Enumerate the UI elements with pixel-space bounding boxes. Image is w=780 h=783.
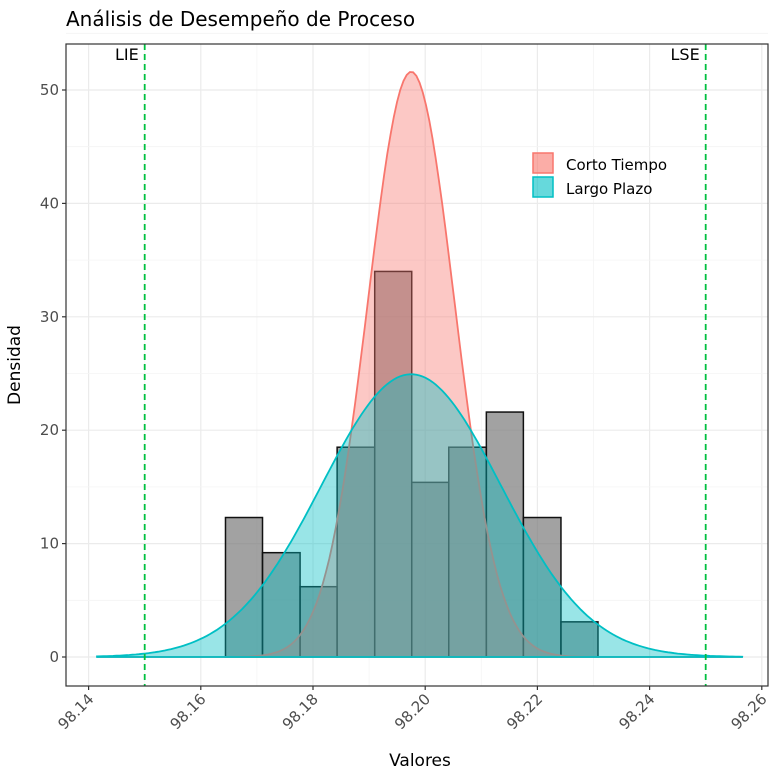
plot-border — [65, 43, 769, 687]
histogram-bar — [373, 270, 413, 658]
y-axis-label: Densidad — [5, 325, 25, 405]
x-tick-label: 98.16 — [167, 690, 210, 733]
y-tick-label: 40 — [40, 194, 59, 212]
y-tick-label: 10 — [40, 535, 59, 553]
ref-label-lie: LIE — [115, 45, 139, 64]
legend-swatch-corto — [532, 152, 554, 174]
legend: Corto Tiempo Largo Plazo — [532, 152, 667, 198]
density-curve-largo — [96, 373, 744, 658]
histogram-bar — [224, 516, 264, 658]
x-tick-label: 98.20 — [391, 690, 434, 733]
x-tick-label: 98.18 — [279, 690, 322, 733]
histogram-bar — [522, 516, 562, 658]
y-tick-label: 0 — [49, 648, 59, 666]
chart-title: Análisis de Desempeño de Proceso — [66, 7, 415, 31]
x-tick-label: 98.14 — [54, 690, 97, 733]
reference-lines: LIE LSE — [115, 44, 707, 686]
histogram-bar — [410, 481, 450, 658]
legend-label-corto: Corto Tiempo — [566, 156, 667, 174]
density-curves — [96, 71, 744, 658]
x-tick-label: 98.26 — [728, 690, 771, 733]
legend-swatch-largo — [532, 176, 554, 198]
y-tick-label: 50 — [40, 81, 59, 99]
legend-label-largo: Largo Plazo — [566, 180, 652, 198]
ref-label-lse: LSE — [671, 45, 700, 64]
y-tick-label: 20 — [40, 421, 59, 439]
y-tick-label: 30 — [40, 308, 59, 326]
x-tick-label: 98.24 — [615, 690, 658, 733]
x-tick-label: 98.22 — [503, 690, 546, 733]
histogram-bar — [485, 411, 525, 658]
x-axis-label: Valores — [389, 751, 451, 771]
